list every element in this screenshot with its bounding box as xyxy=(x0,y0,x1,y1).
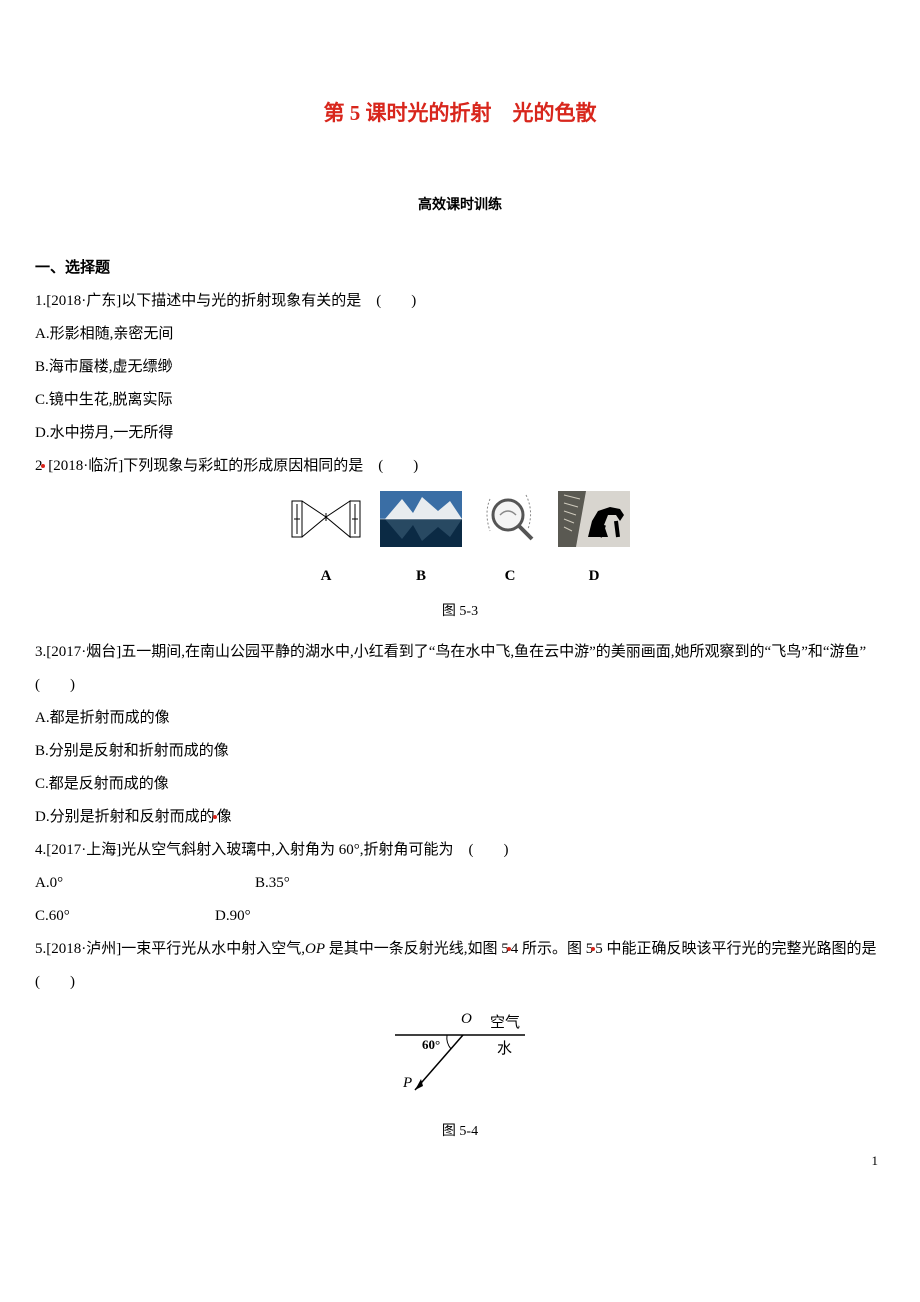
q1-opt-c: C.镜中生花,脱离实际 xyxy=(35,384,885,417)
q4-opt-d: D.90° xyxy=(215,900,251,933)
subtitle: 高效课时训练 xyxy=(35,191,885,222)
q5-op: OP xyxy=(305,941,325,957)
q3-d-pre: D.分别是折射和反射而成的 xyxy=(35,809,215,825)
section-1-head: 一、选择题 xyxy=(35,252,885,285)
q2-label-d: D xyxy=(558,560,630,593)
q2-fig-d: D xyxy=(558,491,630,593)
q2-fig-b: B xyxy=(380,491,462,593)
q2-label-b: B xyxy=(380,560,462,593)
q2-caption: 图 5-3 xyxy=(35,597,885,628)
fig-P: P xyxy=(402,1075,412,1091)
q3-d-post: 像 xyxy=(217,809,232,825)
page-number: 1 xyxy=(872,1147,879,1176)
fig-air: 空气 xyxy=(490,1014,520,1031)
q3-opt-d: D.分别是折射和反射而成的像 xyxy=(35,801,885,834)
fig-O: O xyxy=(461,1011,472,1027)
q2-stem: 2 [2018·临沂]下列现象与彩虹的形成原因相同的是 ( ) xyxy=(35,450,885,483)
fig-water: 水 xyxy=(497,1040,512,1057)
q2-fig-a: A xyxy=(290,491,362,593)
q2-text: [2018·临沂]下列现象与彩虹的形成原因相同的是 ( ) xyxy=(48,458,418,474)
q1-opt-d: D.水中捞月,一无所得 xyxy=(35,417,885,450)
q5-figure: O 空气 水 60° P xyxy=(35,1005,885,1113)
q5-mid2: 4 所示。图 5 xyxy=(511,941,594,957)
accent-dot-icon xyxy=(41,464,45,468)
q3-stem: 3.[2017·烟台]五一期间,在南山公园平静的湖水中,小红看到了“鸟在水中飞,… xyxy=(35,636,885,702)
q1-opt-a: A.形影相随,亲密无间 xyxy=(35,318,885,351)
q2-label-a: A xyxy=(290,560,362,593)
q4-stem: 4.[2017·上海]光从空气斜射入玻璃中,入射角为 60°,折射角可能为 ( … xyxy=(35,834,885,867)
q4-opt-b: B.35° xyxy=(255,867,290,900)
q2-figure-row: A B C D xyxy=(35,491,885,593)
q3-opt-b: B.分别是反射和折射而成的像 xyxy=(35,735,885,768)
q3-opt-a: A.都是折射而成的像 xyxy=(35,702,885,735)
q1-opt-b: B.海市蜃楼,虚无缥缈 xyxy=(35,351,885,384)
fig-angle: 60° xyxy=(422,1037,440,1052)
lesson-title: 第 5 课时光的折射 光的色散 xyxy=(35,90,885,136)
q4-opt-c: C.60° xyxy=(35,900,215,933)
q4-row1: A.0° B.35° xyxy=(35,867,885,900)
q5-caption: 图 5-4 xyxy=(35,1117,885,1148)
q3-opt-c: C.都是反射而成的像 xyxy=(35,768,885,801)
q4-row2: C.60° D.90° xyxy=(35,900,885,933)
q2-label-c: C xyxy=(480,560,540,593)
q5-mid: 是其中一条反射光线,如图 5 xyxy=(325,941,509,957)
q2-fig-c: C xyxy=(480,491,540,593)
q5-stem: 5.[2018·泸州]一束平行光从水中射入空气,OP 是其中一条反射光线,如图 … xyxy=(35,933,885,999)
q5-pre: 5.[2018·泸州]一束平行光从水中射入空气, xyxy=(35,941,305,957)
q1-stem: 1.[2018·广东]以下描述中与光的折射现象有关的是 ( ) xyxy=(35,285,885,318)
q4-opt-a: A.0° xyxy=(35,867,255,900)
